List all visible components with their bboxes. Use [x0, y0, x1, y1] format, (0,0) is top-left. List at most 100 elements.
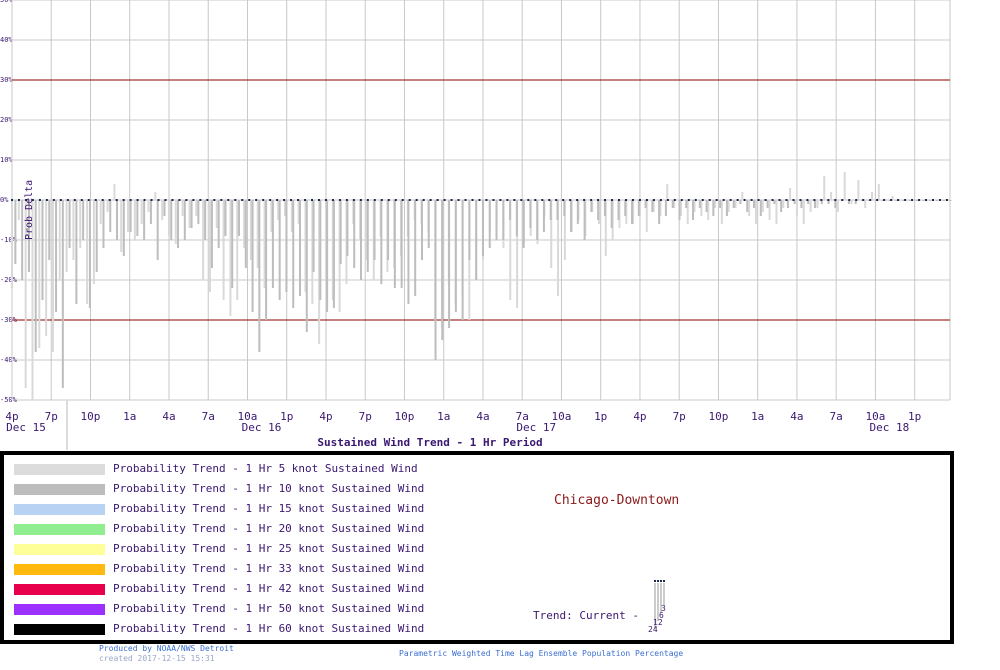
zero-marker — [827, 199, 830, 201]
zero-marker — [869, 199, 872, 201]
zero-marker — [862, 199, 865, 201]
zero-marker — [925, 199, 928, 201]
zero-marker — [506, 199, 509, 201]
bar — [72, 200, 75, 260]
bar — [312, 200, 315, 272]
y-tick-label: 30% — [0, 76, 13, 84]
zero-marker — [227, 199, 230, 201]
zero-marker — [722, 199, 725, 201]
bar — [34, 200, 37, 352]
bar — [645, 200, 648, 232]
zero-marker — [436, 199, 439, 201]
bar — [481, 200, 484, 256]
legend-swatch — [14, 544, 105, 555]
legend-swatch — [14, 624, 105, 635]
legend-label: Probability Trend - 1 Hr 33 knot Sustain… — [113, 562, 425, 575]
zero-marker — [792, 199, 795, 201]
zero-marker — [241, 199, 244, 201]
bar — [834, 200, 837, 208]
bar — [120, 200, 123, 252]
x-tick-label: 4p — [5, 410, 18, 423]
zero-marker — [471, 199, 474, 201]
bar — [183, 200, 186, 240]
legend-label: Probability Trend - 1 Hr 60 knot Sustain… — [113, 622, 425, 635]
zero-marker — [694, 199, 697, 201]
bar — [714, 200, 717, 208]
bar — [68, 200, 71, 248]
bar — [727, 200, 730, 212]
zero-marker — [520, 199, 523, 201]
trend-current-label: Trend: Current - — [533, 609, 639, 622]
zero-marker — [304, 199, 307, 201]
zero-marker — [569, 199, 572, 201]
bar — [673, 200, 676, 208]
bar — [434, 200, 437, 360]
y-tick-label: 0% — [0, 196, 9, 204]
bar — [679, 200, 682, 216]
zero-marker — [764, 199, 767, 201]
bar — [509, 200, 512, 300]
zero-marker — [80, 199, 83, 201]
bar — [847, 200, 850, 204]
zero-marker — [708, 199, 711, 201]
bar — [461, 200, 464, 320]
bar — [326, 200, 329, 312]
zero-marker — [311, 199, 314, 201]
bar — [79, 200, 82, 248]
bar — [82, 200, 85, 240]
bar — [468, 200, 471, 260]
bar — [24, 200, 27, 388]
bar — [170, 200, 173, 240]
zero-marker — [457, 199, 460, 201]
bar — [263, 200, 266, 288]
x-tick-label: 10a — [865, 410, 885, 423]
bar — [17, 200, 20, 220]
zero-marker — [255, 199, 258, 201]
bar — [292, 200, 295, 308]
zero-marker — [715, 199, 718, 201]
zero-marker — [659, 199, 662, 201]
bar — [637, 200, 640, 216]
zero-marker — [611, 199, 614, 201]
zero-marker — [806, 199, 809, 201]
bar — [850, 200, 853, 204]
bar — [509, 200, 512, 220]
bar — [789, 188, 792, 200]
bar — [338, 200, 341, 312]
trend-tick-label: 6 — [659, 611, 664, 620]
bar — [583, 200, 586, 240]
zero-marker — [778, 199, 781, 201]
x-date-label: Dec 17 — [516, 421, 556, 434]
bar — [652, 200, 655, 212]
zero-marker — [38, 199, 41, 201]
bar — [38, 200, 41, 348]
zero-marker — [73, 199, 76, 201]
zero-marker — [834, 199, 837, 201]
bar — [324, 200, 327, 280]
bar — [136, 200, 139, 236]
bar — [149, 200, 152, 224]
zero-marker — [450, 199, 453, 201]
x-date-label: Dec 18 — [870, 421, 910, 434]
bar — [373, 200, 376, 260]
bar — [746, 200, 749, 212]
bar — [243, 200, 246, 248]
bar — [705, 200, 708, 212]
zero-marker — [513, 199, 516, 201]
zero-marker — [799, 199, 802, 201]
zero-marker — [645, 199, 648, 201]
bar — [563, 200, 566, 260]
legend-label: Probability Trend - 1 Hr 25 knot Sustain… — [113, 542, 425, 555]
zero-marker — [631, 199, 634, 201]
bar — [177, 200, 180, 248]
zero-marker — [771, 199, 774, 201]
zero-marker — [338, 199, 341, 201]
y-tick-label: -40% — [0, 356, 18, 364]
zero-marker — [178, 199, 181, 201]
x-tick-label: 7p — [673, 410, 686, 423]
zero-marker — [87, 199, 90, 201]
zero-marker — [415, 199, 418, 201]
bar — [181, 200, 184, 216]
trend-tick-label: 3 — [661, 604, 666, 613]
